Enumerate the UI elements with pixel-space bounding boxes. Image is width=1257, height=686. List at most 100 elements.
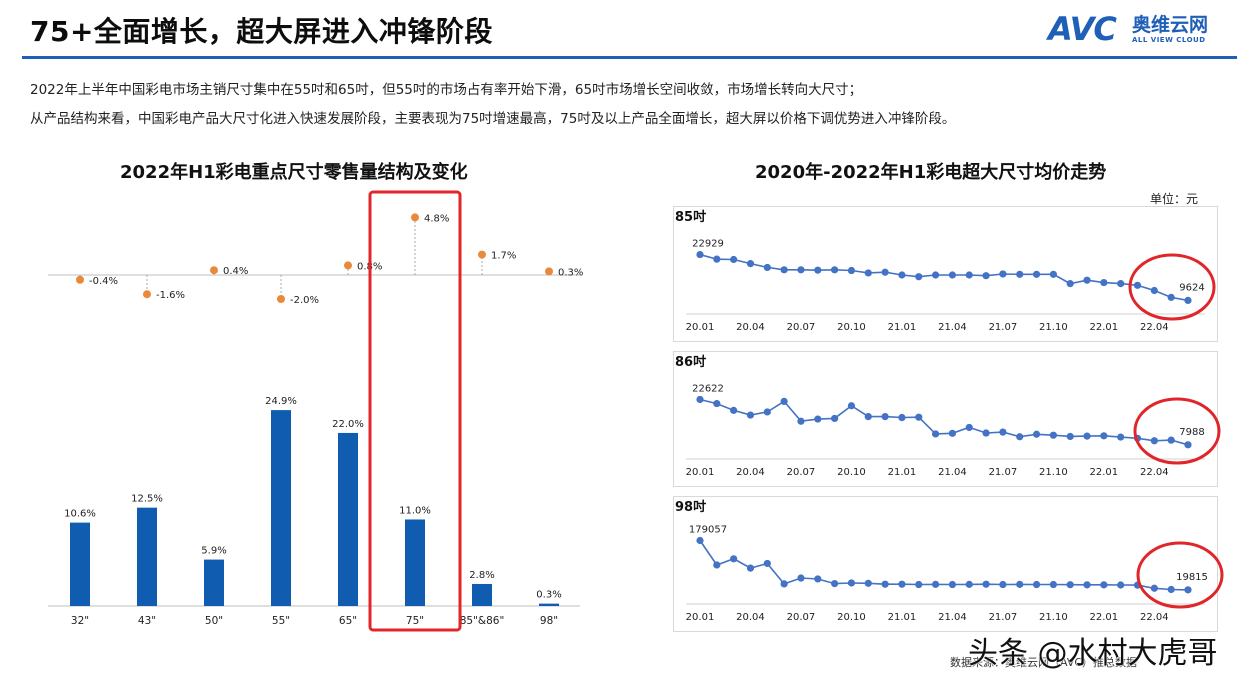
- change-point: [478, 250, 486, 259]
- price-point: [1083, 581, 1091, 589]
- highlight-ellipse: [1128, 253, 1216, 321]
- x-tick-label: 20.01: [686, 467, 715, 478]
- price-point: [763, 263, 771, 272]
- price-point: [881, 268, 889, 276]
- change-value-label: 1.7%: [491, 251, 516, 262]
- price-point: [730, 406, 738, 414]
- first-value-label: 22622: [692, 383, 724, 394]
- x-tick-label: 20.04: [736, 612, 765, 623]
- price-point: [780, 266, 788, 274]
- x-tick-label: 21.04: [938, 467, 967, 478]
- price-point: [1100, 581, 1108, 589]
- bar: [70, 522, 90, 606]
- last-value-label: 7988: [1179, 427, 1204, 438]
- change-value-label: -1.6%: [156, 290, 185, 301]
- avc-logo: AVC 奥维云网 ALL VIEW CLOUD: [1048, 10, 1248, 50]
- bar-value-label: 11.0%: [399, 505, 431, 516]
- price-point: [999, 580, 1007, 589]
- price-point: [1184, 441, 1192, 449]
- price-point: [1150, 584, 1158, 592]
- x-tick-label: 21.01: [888, 322, 917, 333]
- price-point: [999, 270, 1007, 278]
- change-value-label: 0.3%: [558, 267, 583, 278]
- price-point: [696, 395, 704, 404]
- price-point: [1032, 580, 1041, 589]
- price-point: [847, 266, 856, 275]
- price-point: [713, 399, 721, 408]
- price-line: [699, 253, 1189, 302]
- price-point: [797, 417, 805, 425]
- price-point: [931, 271, 940, 279]
- bar-value-label: 12.5%: [131, 494, 163, 505]
- change-value-label: -0.4%: [89, 276, 118, 287]
- price-point: [864, 412, 872, 421]
- price-point: [814, 415, 822, 423]
- x-tick-label: 20.04: [736, 322, 765, 333]
- price-point: [696, 536, 704, 545]
- x-tick-label: 21.10: [1039, 612, 1068, 623]
- bar: [405, 519, 425, 606]
- bar-chart-title: 2022年H1彩电重点尺寸零售量结构及变化: [120, 162, 468, 183]
- x-tick-label: 22.01: [1090, 612, 1119, 623]
- x-tick-label: 20.10: [837, 322, 866, 333]
- x-tick-label: 22.01: [1090, 467, 1119, 478]
- price-point: [1117, 433, 1125, 441]
- x-tick-label: 20.10: [837, 467, 866, 478]
- bar-value-label: 24.9%: [265, 396, 297, 407]
- highlight-ellipse: [1136, 541, 1224, 609]
- price-point: [780, 397, 788, 405]
- bar: [271, 410, 291, 606]
- price-point: [1083, 432, 1091, 440]
- category-tick-label: 43": [138, 615, 156, 627]
- price-point: [780, 580, 788, 588]
- description-line-2: 从产品结构来看，中国彩电产品大尺寸化进入快速发展阶段，主要表现为75吋增速最高，…: [30, 111, 956, 127]
- x-tick-label: 21.04: [938, 612, 967, 623]
- price-point: [1100, 278, 1108, 287]
- price-point: [931, 430, 940, 438]
- price-point: [696, 250, 704, 259]
- x-tick-label: 21.07: [989, 612, 1018, 623]
- price-point: [847, 579, 856, 587]
- price-point: [898, 580, 906, 588]
- price-point: [948, 580, 957, 589]
- x-tick-label: 21.10: [1039, 467, 1068, 478]
- panel-name: 86吋: [675, 354, 706, 370]
- price-point: [948, 429, 957, 437]
- price-point: [982, 429, 990, 437]
- unit-label: 单位：元: [1150, 192, 1199, 206]
- price-point: [1049, 270, 1057, 278]
- category-tick-label: 85"&86": [460, 615, 505, 627]
- change-point: [545, 267, 553, 276]
- bar: [137, 507, 157, 606]
- price-point: [1032, 270, 1041, 278]
- change-point: [143, 290, 151, 299]
- x-tick-label: 22.04: [1140, 322, 1169, 333]
- x-tick-label: 20.07: [787, 467, 816, 478]
- price-point: [982, 580, 990, 588]
- price-point: [915, 273, 923, 281]
- x-tick-label: 20.01: [686, 322, 715, 333]
- price-point: [1049, 431, 1057, 439]
- change-point: [277, 295, 285, 303]
- x-tick-label: 20.04: [736, 467, 765, 478]
- price-point: [1150, 437, 1158, 445]
- price-point: [915, 413, 923, 421]
- price-point: [847, 402, 856, 410]
- first-value-label: 179057: [689, 524, 727, 535]
- price-point: [746, 411, 755, 419]
- panel-name: 98吋: [675, 499, 706, 515]
- description-line-1: 2022年上半年中国彩电市场主销尺寸集中在55吋和65吋，但55吋的市场占有率开…: [30, 82, 863, 98]
- price-point: [763, 408, 771, 416]
- change-value-label: -2.0%: [290, 295, 319, 306]
- change-point: [344, 261, 352, 270]
- logo-english: ALL VIEW CLOUD: [1132, 36, 1206, 44]
- price-point: [730, 555, 738, 563]
- price-point: [965, 580, 973, 588]
- price-point: [1032, 430, 1041, 438]
- price-point: [831, 580, 839, 588]
- price-point: [881, 412, 889, 421]
- category-tick-label: 55": [272, 615, 290, 627]
- price-point: [1049, 580, 1057, 589]
